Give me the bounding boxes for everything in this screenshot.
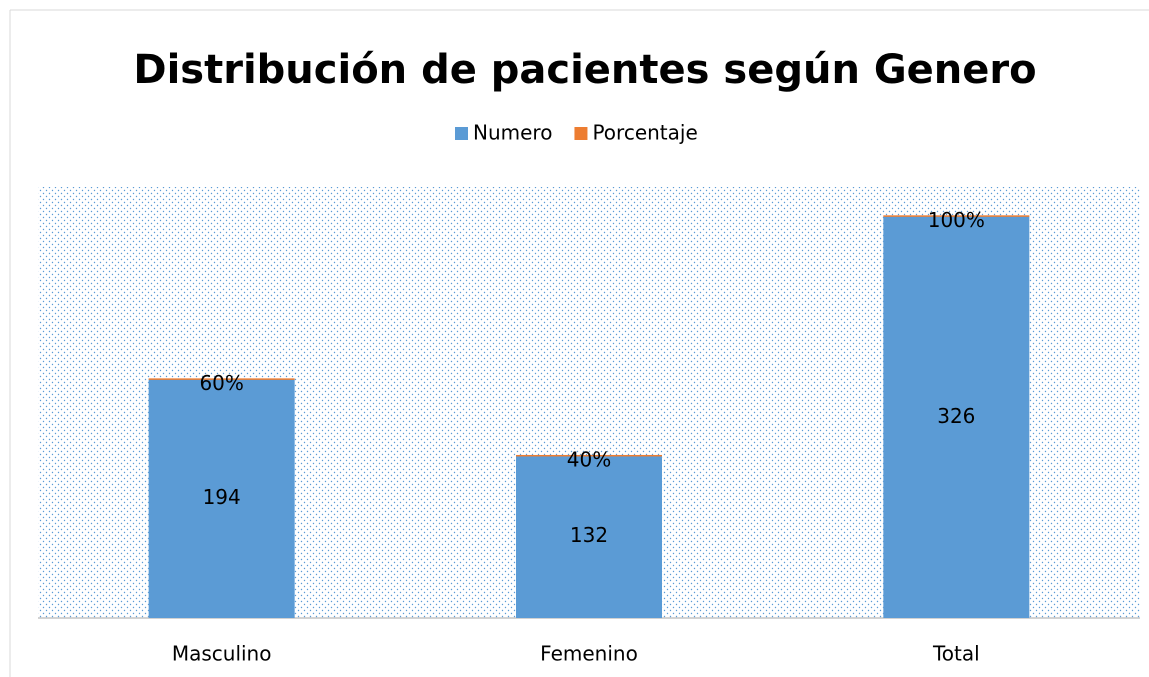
bar-segment	[148, 379, 295, 618]
data-label: 194	[203, 485, 241, 509]
data-label: 100%	[928, 208, 985, 232]
x-tick-label: Total	[932, 642, 980, 666]
data-label: 60%	[199, 371, 243, 395]
data-label: 326	[937, 404, 975, 428]
data-label: 132	[570, 523, 608, 547]
bar-segment	[516, 454, 662, 457]
legend-swatch	[574, 127, 588, 140]
data-label: 40%	[567, 447, 611, 471]
bar-segment	[883, 215, 1030, 217]
bar-segment	[883, 216, 1030, 618]
legend-label: Porcentaje	[592, 121, 697, 145]
bar-segment	[516, 455, 662, 618]
x-tick-label: Masculino	[172, 642, 272, 666]
x-tick-label: Femenino	[540, 642, 638, 666]
chart-title: Distribución de pacientes según Genero	[133, 47, 1036, 93]
legend-label: Numero	[473, 121, 552, 145]
legend-swatch	[455, 127, 468, 140]
bar-segment	[148, 378, 295, 380]
